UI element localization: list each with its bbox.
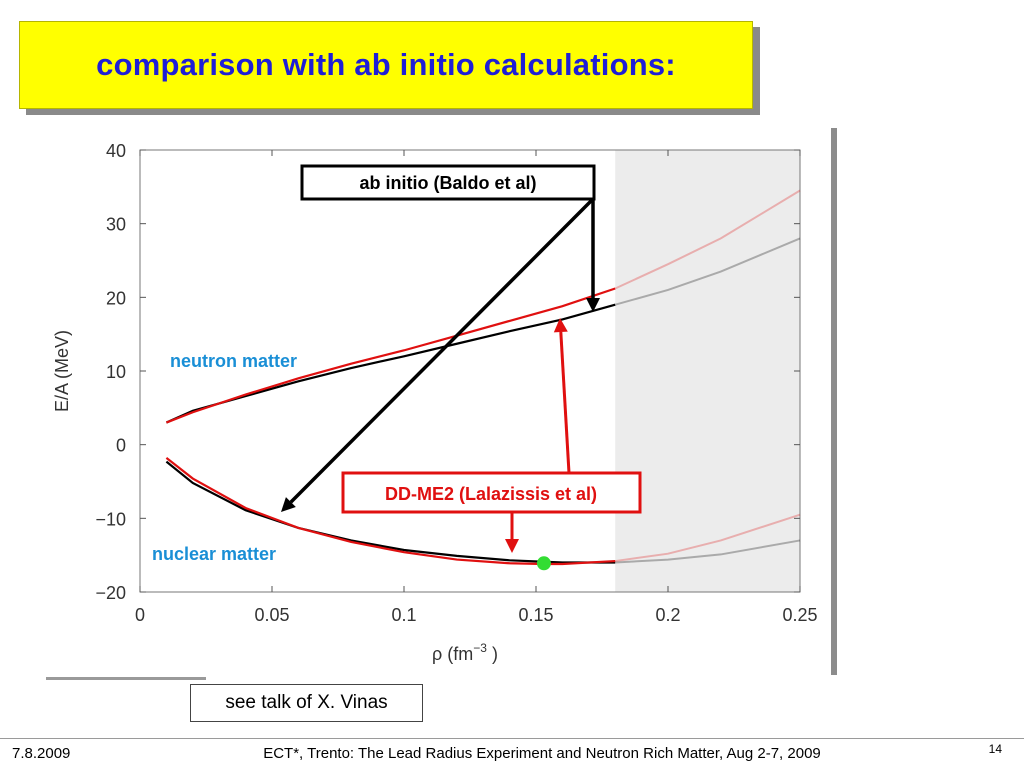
y-axis-label: E/A (MeV) (52, 330, 72, 412)
curves (165, 189, 801, 566)
curve-ab_initio_neutron-faded (614, 237, 801, 306)
ab-initio-label: ab initio (Baldo et al) (359, 173, 536, 193)
y-tick-label: 0 (116, 436, 126, 456)
slide-title: comparison with ab initio calculations: (96, 47, 676, 82)
eos-chart: 0 0.05 0.1 0.15 0.2 0.25 −20 −10 0 10 20 30 40 E/A (… (52, 141, 818, 664)
tick-marks (139, 149, 801, 593)
ab-initio-label-box (300, 164, 596, 201)
x-tick-label: 0.2 (655, 605, 680, 625)
y-tick-label: 10 (106, 362, 126, 382)
footer-text: ECT*, Trento: The Lead Radius Experiment… (263, 745, 821, 762)
x-axis-label-base: ρ (fm (432, 644, 473, 664)
x-tick-label: 0.05 (254, 605, 289, 625)
title-box: comparison with ab initio calculations: (19, 21, 753, 109)
footer-rule (0, 738, 1024, 739)
x-tick-label: 0.25 (782, 605, 817, 625)
page-number: 14 (988, 742, 1002, 756)
x-tick-label: 0.15 (518, 605, 553, 625)
x-axis-label: ρ (fm−3 ) (432, 641, 498, 664)
ddme2-label: DD-ME2 (Lalazissis et al) (385, 484, 597, 504)
y-tick-label: −10 (95, 509, 126, 529)
saturation-point (536, 556, 551, 571)
curve-ab_initio_nuclear (165, 460, 616, 564)
tick-labels: 0 0.05 0.1 0.15 0.2 0.25 −20 −10 0 10 20 30 40 (95, 141, 817, 625)
x-axis-label-exponent: −3 (473, 641, 487, 655)
ab-initio-arrow-neutron-head (586, 298, 600, 312)
y-tick-label: −20 (95, 583, 126, 603)
ddme2-arrow-neutron-head (553, 318, 568, 333)
left-divider (46, 677, 206, 680)
ddme2-label-box (341, 471, 642, 514)
y-tick-label: 20 (106, 288, 126, 308)
neutron-matter-label: neutron matter (170, 351, 297, 371)
y-tick-label: 40 (106, 141, 126, 161)
talk-note-box: see talk of X. Vinas (190, 684, 423, 722)
talk-note: see talk of X. Vinas (225, 692, 388, 713)
ddme2-arrow-nuclear-head (505, 539, 519, 553)
ab-initio-arrow-nuclear-shaft (289, 197, 595, 504)
shaded-region (615, 150, 800, 592)
x-tick-label: 0 (135, 605, 145, 625)
curve-ddme2_neutron-faded (614, 189, 801, 290)
ddme2-arrow-neutron-shaft (559, 331, 571, 474)
ab-initio-arrow-nuclear-head (281, 497, 296, 512)
footer-date: 7.8.2009 (12, 745, 71, 762)
curve-ddme2_nuclear-faded (615, 513, 801, 563)
annotation-arrows (281, 197, 600, 553)
nuclear-matter-label: nuclear matter (152, 544, 276, 564)
y-tick-label: 30 (106, 215, 126, 235)
curve-ab_initio_nuclear-faded (615, 539, 801, 564)
x-tick-label: 0.1 (391, 605, 416, 625)
x-axis-label-close: ) (487, 644, 498, 664)
right-divider (831, 128, 837, 675)
curve-ddme2_neutron (165, 287, 616, 424)
